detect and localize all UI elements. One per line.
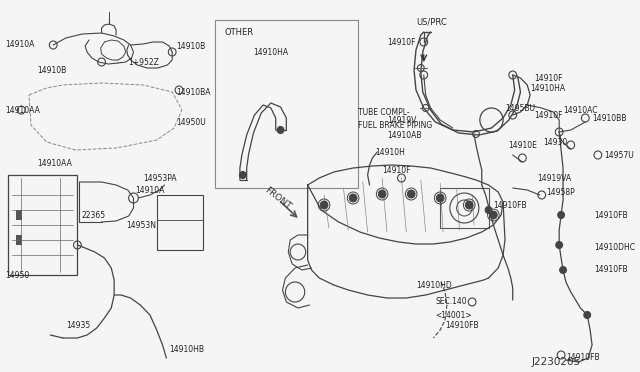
Text: 14910AC: 14910AC (563, 106, 598, 115)
Circle shape (557, 212, 564, 218)
Text: 14910FB: 14910FB (594, 266, 628, 275)
Text: TUBE COMPL-: TUBE COMPL- (358, 108, 410, 116)
Text: US/PRC: US/PRC (416, 17, 447, 26)
Text: FUEL BRAKE PIPING: FUEL BRAKE PIPING (358, 121, 432, 129)
Text: 14910A: 14910A (136, 186, 165, 195)
Text: 14953PA: 14953PA (143, 173, 177, 183)
Text: 1+952Z: 1+952Z (129, 58, 159, 67)
Bar (215, 20, 358, 188)
Circle shape (559, 266, 566, 273)
Circle shape (320, 201, 328, 209)
Text: 1495BU: 1495BU (505, 103, 535, 112)
Text: 14910BB: 14910BB (592, 113, 627, 122)
Circle shape (490, 211, 497, 219)
Circle shape (556, 241, 563, 248)
Bar (440, 188, 488, 228)
Text: 14958P: 14958P (547, 187, 575, 196)
Text: 14910F: 14910F (534, 74, 563, 83)
Bar (157, 195, 203, 250)
Text: 14910DHC: 14910DHC (594, 244, 635, 253)
Text: 14910HA: 14910HA (253, 48, 289, 57)
Text: 14950U: 14950U (176, 118, 206, 126)
Text: 14910F: 14910F (534, 110, 563, 119)
Text: 14910H: 14910H (375, 148, 405, 157)
Text: 14910BA: 14910BA (176, 87, 211, 96)
Text: 14919V: 14919V (387, 115, 417, 125)
Text: 14919VA: 14919VA (537, 173, 571, 183)
Text: 14910HA: 14910HA (530, 83, 565, 93)
Circle shape (584, 311, 591, 318)
Text: 14910A: 14910A (5, 39, 34, 48)
Text: 14957U: 14957U (605, 151, 634, 160)
Text: 14935: 14935 (66, 321, 90, 330)
Text: 14953N: 14953N (126, 221, 156, 230)
Circle shape (378, 190, 386, 198)
Text: FRONT: FRONT (263, 185, 292, 211)
Text: 14910F: 14910F (382, 166, 411, 174)
Circle shape (465, 201, 473, 209)
Text: J2230205: J2230205 (531, 357, 580, 367)
Text: 22365: 22365 (81, 211, 106, 219)
Bar (17, 235, 22, 245)
Text: 14910FB: 14910FB (493, 201, 527, 209)
Text: 14910FB: 14910FB (445, 321, 479, 330)
Bar (17, 210, 22, 220)
Circle shape (485, 206, 492, 214)
Circle shape (436, 194, 444, 202)
Bar (8, 175, 77, 275)
Text: 14910B: 14910B (36, 65, 66, 74)
Text: 14910AA: 14910AA (36, 158, 72, 167)
Text: 14910FB: 14910FB (566, 353, 600, 362)
Text: 14910E: 14910E (508, 141, 537, 150)
Circle shape (407, 190, 415, 198)
Text: 14910HD: 14910HD (416, 280, 452, 289)
Text: <14001>: <14001> (435, 311, 472, 320)
Text: 14950: 14950 (5, 270, 29, 279)
Text: 14910AA: 14910AA (5, 106, 40, 115)
Text: 14910FB: 14910FB (594, 211, 628, 219)
Text: 14930: 14930 (544, 138, 568, 147)
Text: OTHER: OTHER (225, 28, 253, 36)
Circle shape (239, 171, 246, 179)
Text: SEC.140: SEC.140 (435, 298, 467, 307)
Text: 14910HB: 14910HB (170, 346, 204, 355)
Circle shape (349, 194, 357, 202)
Text: 14910F: 14910F (387, 38, 415, 46)
Text: 14910AB: 14910AB (387, 131, 422, 140)
Circle shape (277, 126, 284, 134)
Text: 14910B: 14910B (176, 42, 205, 51)
